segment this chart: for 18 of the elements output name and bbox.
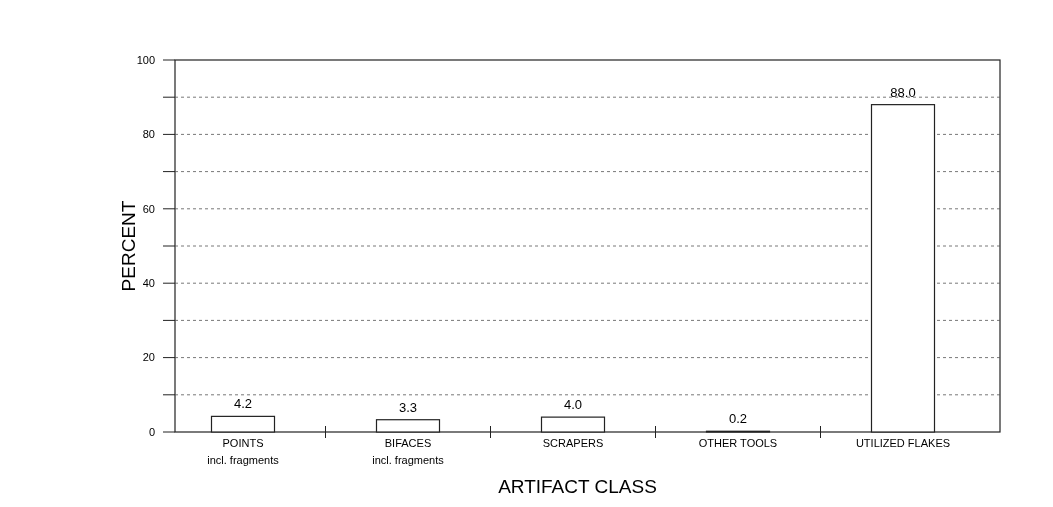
x-axis-title: ARTIFACT CLASS xyxy=(498,476,657,497)
x-tick-label: BIFACES incl. fragments xyxy=(372,437,445,466)
x-tick-label: UTILIZED FLAKES xyxy=(855,437,951,449)
data-label: 4.2 xyxy=(233,396,253,412)
data-label: 88.0 xyxy=(890,84,916,100)
y-tick-label: 40 xyxy=(142,277,155,290)
y-tick-label: 20 xyxy=(142,351,155,364)
y-tick-label: 100 xyxy=(136,53,155,66)
y-tick-label: 80 xyxy=(142,128,155,141)
x-tick-label: SCRAPERS xyxy=(542,437,604,449)
x-tick-label: OTHER TOOLS xyxy=(698,437,778,449)
y-tick-label: 0 xyxy=(148,425,155,438)
x-tick-label: POINTS incl. fragments xyxy=(207,437,280,466)
data-label: 4.0 xyxy=(563,397,583,413)
data-label: 3.3 xyxy=(398,399,418,415)
data-label: 0.2 xyxy=(728,411,748,427)
y-tick-label: 60 xyxy=(142,202,155,215)
y-axis-title: PERCENT xyxy=(118,200,139,292)
